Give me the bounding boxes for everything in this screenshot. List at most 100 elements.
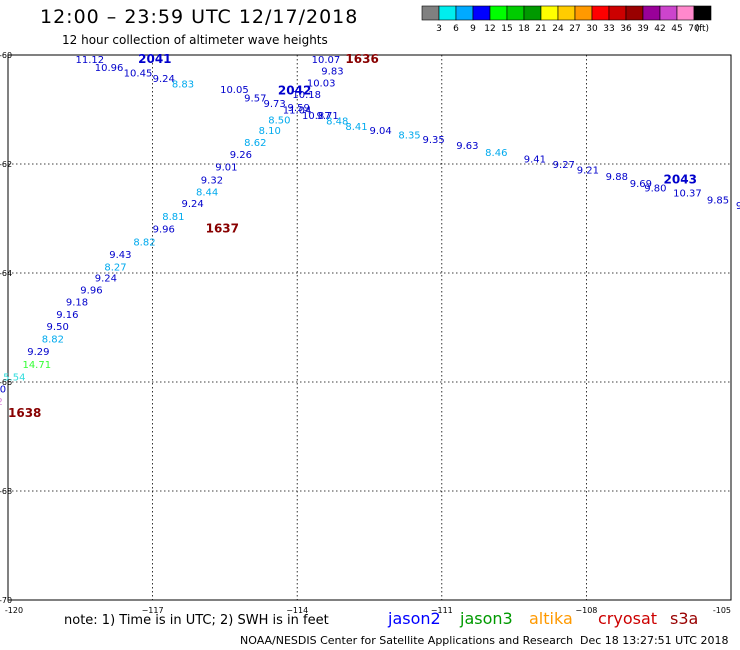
color-scale-label: 42 bbox=[654, 24, 665, 34]
color-scale-legend: 3 6 9 12 15 18 21 24 27 30 33 36 39 42 45 70(ft) bbox=[421, 5, 712, 34]
latitude-label: -60 bbox=[0, 51, 12, 60]
swh-observation: 9.60 bbox=[0, 385, 6, 396]
swh-observation: 8.44 bbox=[196, 187, 218, 198]
latitude-label: -66 bbox=[0, 378, 12, 387]
swh-observation: 8.46 bbox=[485, 148, 507, 159]
color-scale-label: 36 bbox=[620, 24, 632, 34]
swh-observation: 10.37 bbox=[673, 188, 702, 199]
color-scale-unit: (ft) bbox=[695, 24, 709, 34]
color-swatch bbox=[574, 5, 593, 21]
color-scale-label: 70 bbox=[688, 24, 700, 34]
latitude-label: -70 bbox=[0, 596, 12, 605]
swh-observation: 9.73 bbox=[263, 99, 285, 110]
color-swatch bbox=[591, 5, 610, 21]
color-scale-label: 45 bbox=[671, 24, 682, 34]
color-swatch bbox=[676, 5, 695, 21]
pass-number-label: 1638 bbox=[8, 406, 41, 420]
swh-observation: 9.83 bbox=[321, 66, 343, 77]
color-swatch bbox=[506, 5, 525, 21]
color-scale-label: 6 bbox=[453, 24, 459, 34]
footer-note: note: 1) Time is in UTC; 2) SWH is in fe… bbox=[64, 613, 329, 628]
color-swatch bbox=[523, 5, 542, 21]
swh-observation: 10.05 bbox=[220, 85, 249, 96]
swh-observation: 9.63 bbox=[456, 141, 478, 152]
swh-observation: 9.53 bbox=[736, 201, 740, 212]
swh-observation: 8.27 bbox=[104, 262, 126, 273]
color-scale-label: 39 bbox=[637, 24, 649, 34]
swh-observation: 10.03 bbox=[307, 78, 336, 89]
color-swatch bbox=[557, 5, 576, 21]
map-grid: -60 -62 -64 -66 -68 -70-120 −117 −114 −111 −108 -1… bbox=[0, 51, 732, 615]
longitude-label: −114 bbox=[286, 606, 308, 615]
swh-observation: 9.88 bbox=[606, 172, 628, 183]
swh-observation: 10.87 bbox=[302, 111, 331, 122]
swh-observation: 8.48 bbox=[326, 116, 348, 127]
pass-number-label: 2041 bbox=[138, 52, 171, 66]
swh-observation: 9.04 bbox=[370, 126, 392, 137]
swh-observation: 9.16 bbox=[56, 310, 78, 321]
longitude-label: −111 bbox=[431, 606, 453, 615]
swh-observation: 9.41 bbox=[524, 155, 546, 166]
color-scale-label: 30 bbox=[586, 24, 598, 34]
swh-observation: 9.35 bbox=[423, 135, 445, 146]
swh-observation: 8.35 bbox=[398, 131, 420, 142]
color-scale-label: 21 bbox=[535, 24, 546, 34]
swh-observation: 9.69 bbox=[630, 179, 652, 190]
latitude-label: -68 bbox=[0, 487, 12, 496]
swh-observation: 9.71 bbox=[316, 111, 338, 122]
satellite-legend-jason2: jason2 bbox=[388, 609, 441, 628]
color-scale-label: 15 bbox=[501, 24, 512, 34]
swh-observation: 9.24 bbox=[95, 273, 117, 284]
swh-observation: 11.04 bbox=[283, 106, 312, 117]
swh-observation: 9.01 bbox=[215, 163, 237, 174]
satellite-legend-s3a: s3a bbox=[670, 609, 699, 628]
swh-observation: 9.50 bbox=[47, 322, 69, 333]
swh-observation: 9.21 bbox=[577, 165, 599, 176]
swh-observation: 9.57 bbox=[244, 94, 266, 105]
credit-line: NOAA/NESDIS Center for Satellite Applica… bbox=[240, 634, 574, 647]
color-swatch bbox=[642, 5, 661, 21]
satellite-legend-jason3: jason3 bbox=[460, 609, 513, 628]
swh-observation: 8.83 bbox=[172, 79, 194, 90]
color-scale-label: 9 bbox=[470, 24, 476, 34]
swh-observation: 8.41 bbox=[345, 122, 367, 133]
pass-number-label: 1637 bbox=[206, 221, 239, 235]
swh-observation: 9.96 bbox=[80, 285, 102, 296]
swh-observation: 9.80 bbox=[644, 183, 666, 194]
color-scale-label: 27 bbox=[569, 24, 580, 34]
page-title: 12:00 – 23:59 UTC 12/17/2018 bbox=[40, 6, 359, 28]
swh-observation: 10.45 bbox=[124, 68, 153, 79]
swh-observation: 9.24 bbox=[182, 199, 204, 210]
swh-observation: 9.27 bbox=[553, 160, 575, 171]
swh-observation: 8.62 bbox=[244, 138, 266, 149]
swh-observation: 9.96 bbox=[153, 224, 175, 235]
swh-observation: 5.54 bbox=[3, 373, 25, 384]
swh-observation: 11.12 bbox=[75, 55, 104, 66]
swh-observation: 9.18 bbox=[66, 297, 88, 308]
pass-labels: 2041 2042 2043 1636 1637 1638 bbox=[8, 52, 697, 420]
longitude-label: -120 bbox=[5, 606, 23, 615]
map-frame bbox=[7, 54, 732, 601]
latitude-label: -62 bbox=[0, 160, 12, 169]
swh-observation: 10.07 bbox=[312, 55, 341, 66]
swh-observation: 9.24 bbox=[153, 74, 175, 85]
color-swatch bbox=[693, 5, 712, 21]
longitude-label: −108 bbox=[575, 606, 597, 615]
swh-observation: 9.85 bbox=[707, 195, 729, 206]
color-swatch bbox=[438, 5, 457, 21]
color-swatch bbox=[608, 5, 627, 21]
swh-observation: 8.82 bbox=[42, 334, 64, 345]
swh-observation: 9.43 bbox=[109, 250, 131, 261]
satellite-legend-cryosat: cryosat bbox=[598, 609, 658, 628]
swh-observation: 51.82 bbox=[0, 397, 3, 408]
color-swatch bbox=[659, 5, 678, 21]
pass-number-label: 1636 bbox=[345, 52, 378, 66]
color-scale-label: 24 bbox=[552, 24, 564, 34]
color-swatch bbox=[421, 5, 440, 21]
color-swatch bbox=[472, 5, 491, 21]
longitude-label: −117 bbox=[142, 606, 164, 615]
swh-observation: 10.18 bbox=[292, 90, 321, 101]
swh-observation: 9.29 bbox=[27, 347, 49, 358]
swh-observation: 10.96 bbox=[95, 63, 124, 74]
